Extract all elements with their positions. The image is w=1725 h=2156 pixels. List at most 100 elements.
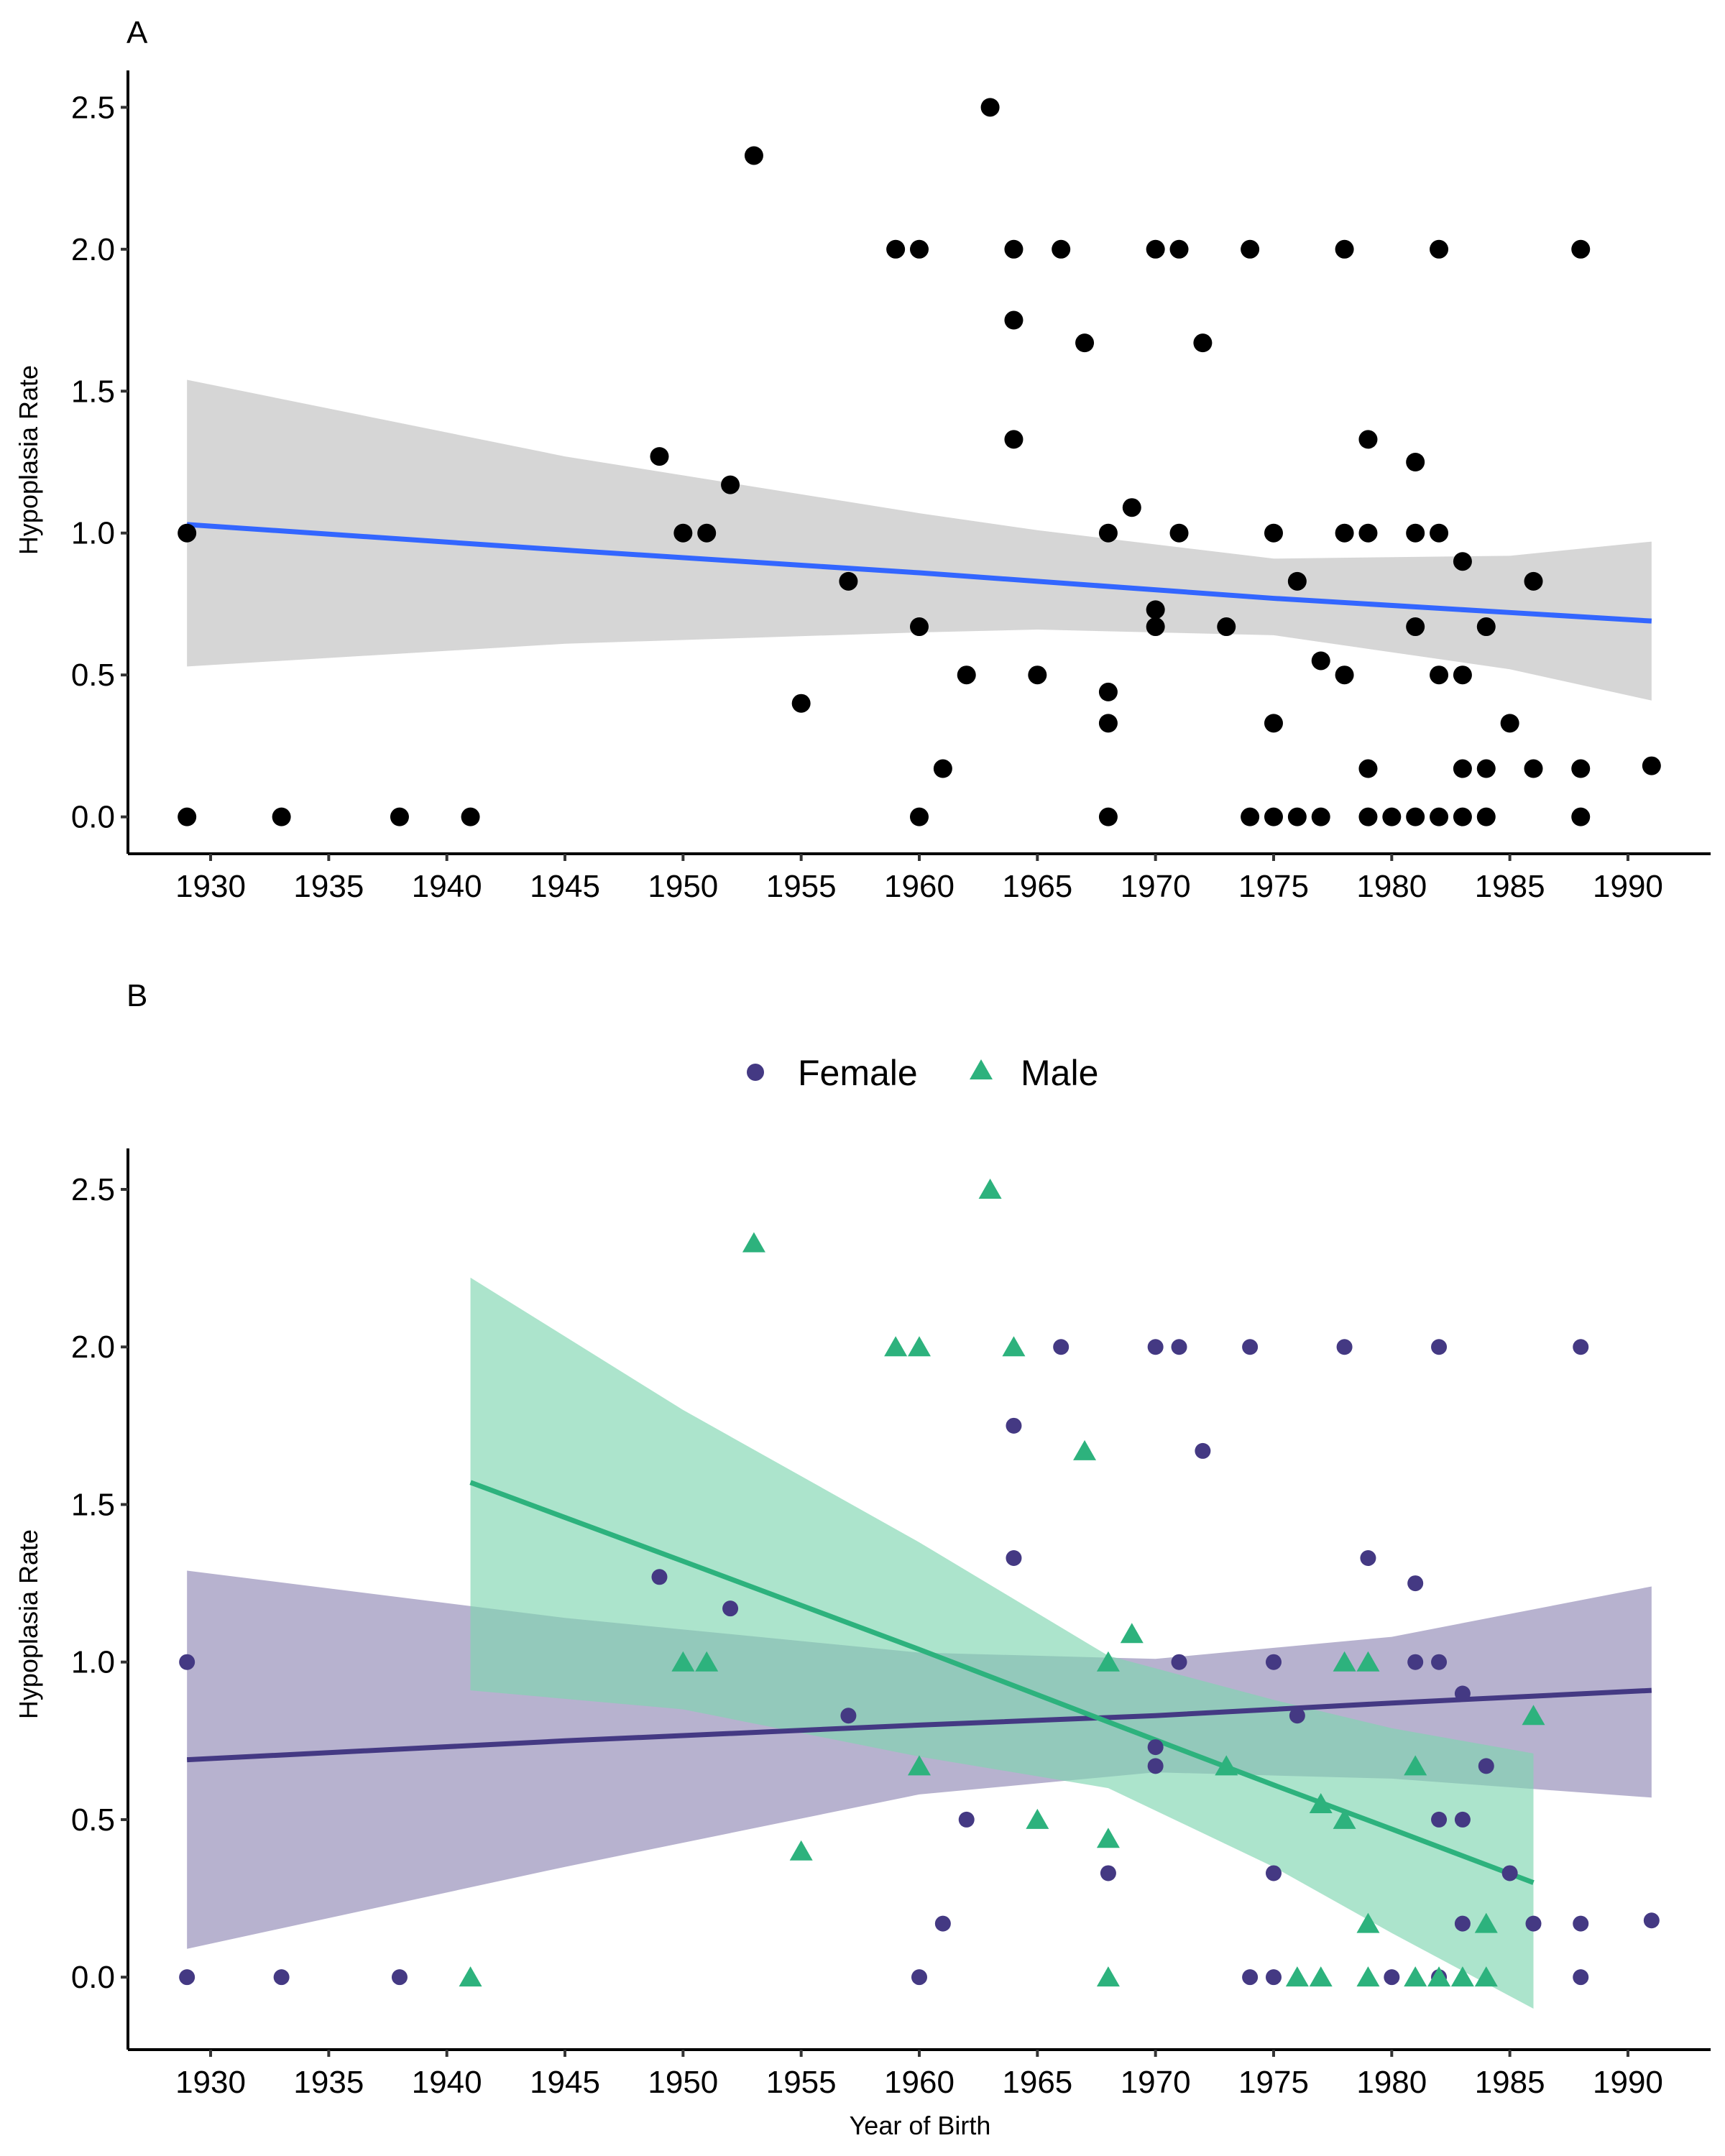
data-point xyxy=(1004,239,1024,259)
data-point xyxy=(1335,239,1354,259)
female-point xyxy=(1454,1811,1471,1828)
data-point xyxy=(1406,453,1425,471)
x-tick-label: 1940 xyxy=(412,2065,482,2100)
x-tick-label: 1960 xyxy=(884,869,954,904)
female-point xyxy=(1384,1969,1400,1986)
male-point xyxy=(908,1336,931,1357)
x-tick-label: 1990 xyxy=(1593,2065,1663,2100)
male-point xyxy=(1356,1966,1380,1987)
female-point xyxy=(1573,1339,1589,1355)
data-point xyxy=(744,146,763,165)
data-point xyxy=(1571,759,1591,778)
female-point xyxy=(1525,1915,1542,1932)
data-point xyxy=(1004,310,1024,330)
female-point xyxy=(1147,1339,1164,1355)
data-point xyxy=(1571,239,1591,259)
data-point xyxy=(1500,714,1519,733)
x-tick-label: 1945 xyxy=(530,869,600,904)
x-tick-label: 1975 xyxy=(1238,2065,1309,2100)
data-point xyxy=(178,523,197,543)
male-point xyxy=(742,1232,765,1253)
male-point xyxy=(908,1755,931,1776)
data-point xyxy=(1311,651,1330,671)
data-point xyxy=(1193,333,1213,353)
y-tick-label: 2.5 xyxy=(71,1172,115,1207)
legend-male-marker xyxy=(970,1059,993,1079)
male-point xyxy=(1073,1439,1097,1460)
data-point xyxy=(910,617,929,637)
female-point xyxy=(1407,1654,1424,1670)
male-point xyxy=(1096,1828,1120,1848)
y-tick-label: 2.5 xyxy=(71,90,115,125)
male-point xyxy=(671,1651,695,1672)
data-point xyxy=(1382,807,1402,826)
male-point xyxy=(1309,1793,1333,1813)
y-tick-label: 1.0 xyxy=(71,1645,115,1680)
data-point xyxy=(886,239,906,259)
data-point xyxy=(1430,665,1449,685)
x-tick-label: 1990 xyxy=(1593,869,1663,904)
female-point xyxy=(1407,1575,1424,1592)
female-trend-line xyxy=(186,1687,1652,1763)
male-point xyxy=(1096,1966,1120,1987)
data-point xyxy=(1524,759,1543,778)
data-point xyxy=(1028,665,1047,685)
y-tick-label: 2.0 xyxy=(71,1330,115,1365)
data-point xyxy=(1241,807,1260,826)
female-point xyxy=(1265,1969,1282,1986)
data-point xyxy=(1098,682,1118,701)
data-point xyxy=(1406,617,1425,637)
female-point xyxy=(911,1969,927,1986)
female-point xyxy=(958,1811,975,1828)
data-point xyxy=(910,807,929,826)
data-point xyxy=(839,571,858,591)
x-tick-label: 1930 xyxy=(175,869,246,904)
female-point xyxy=(1573,1969,1589,1986)
data-point xyxy=(1098,523,1118,543)
x-tick-label: 1935 xyxy=(293,869,364,904)
y-tick-label: 2.0 xyxy=(71,232,115,267)
female-point xyxy=(722,1600,739,1617)
data-point xyxy=(1241,239,1260,259)
x-tick-label: 1930 xyxy=(175,2065,246,2100)
data-point xyxy=(1358,523,1378,543)
legend-female-label: Female xyxy=(798,1053,918,1093)
female-point xyxy=(1265,1654,1282,1670)
panel-a-label: A xyxy=(126,15,148,50)
data-point xyxy=(1075,333,1095,353)
panel-b: 0.0 0.5 1.0 1.5 2.0 2.5 1930 1935 1940 1945 1950 19… xyxy=(71,1148,1711,2100)
data-point xyxy=(1406,523,1425,543)
female-point xyxy=(1454,1685,1471,1702)
male-point xyxy=(1427,1966,1451,1987)
x-tick-label: 1965 xyxy=(1002,869,1072,904)
data-point xyxy=(673,523,693,543)
male-point xyxy=(1120,1623,1144,1644)
female-point xyxy=(1195,1442,1211,1459)
female-point xyxy=(1573,1915,1589,1932)
x-tick-label: 1955 xyxy=(766,869,837,904)
data-point xyxy=(1217,617,1236,637)
data-point xyxy=(650,447,669,466)
female-point xyxy=(1431,1339,1448,1355)
male-point xyxy=(1333,1808,1356,1829)
x-tick-label: 1955 xyxy=(766,2065,837,2100)
female-point xyxy=(1360,1550,1376,1566)
data-point xyxy=(1098,807,1118,826)
female-point xyxy=(1171,1339,1187,1355)
data-point xyxy=(721,475,740,494)
female-point xyxy=(1501,1865,1518,1881)
data-point xyxy=(1642,756,1661,775)
data-point xyxy=(1358,807,1378,826)
data-point xyxy=(390,807,409,826)
data-point xyxy=(1406,807,1425,826)
x-tick-label: 1980 xyxy=(1356,2065,1427,2100)
data-point xyxy=(697,523,717,543)
male-point xyxy=(1474,1966,1498,1987)
data-point xyxy=(1335,665,1354,685)
male-ci-band xyxy=(470,1277,1534,2009)
data-point xyxy=(1287,571,1307,591)
female-point xyxy=(1454,1915,1471,1932)
male-point xyxy=(1404,1966,1427,1987)
female-point xyxy=(1336,1339,1353,1355)
data-point xyxy=(1430,523,1449,543)
